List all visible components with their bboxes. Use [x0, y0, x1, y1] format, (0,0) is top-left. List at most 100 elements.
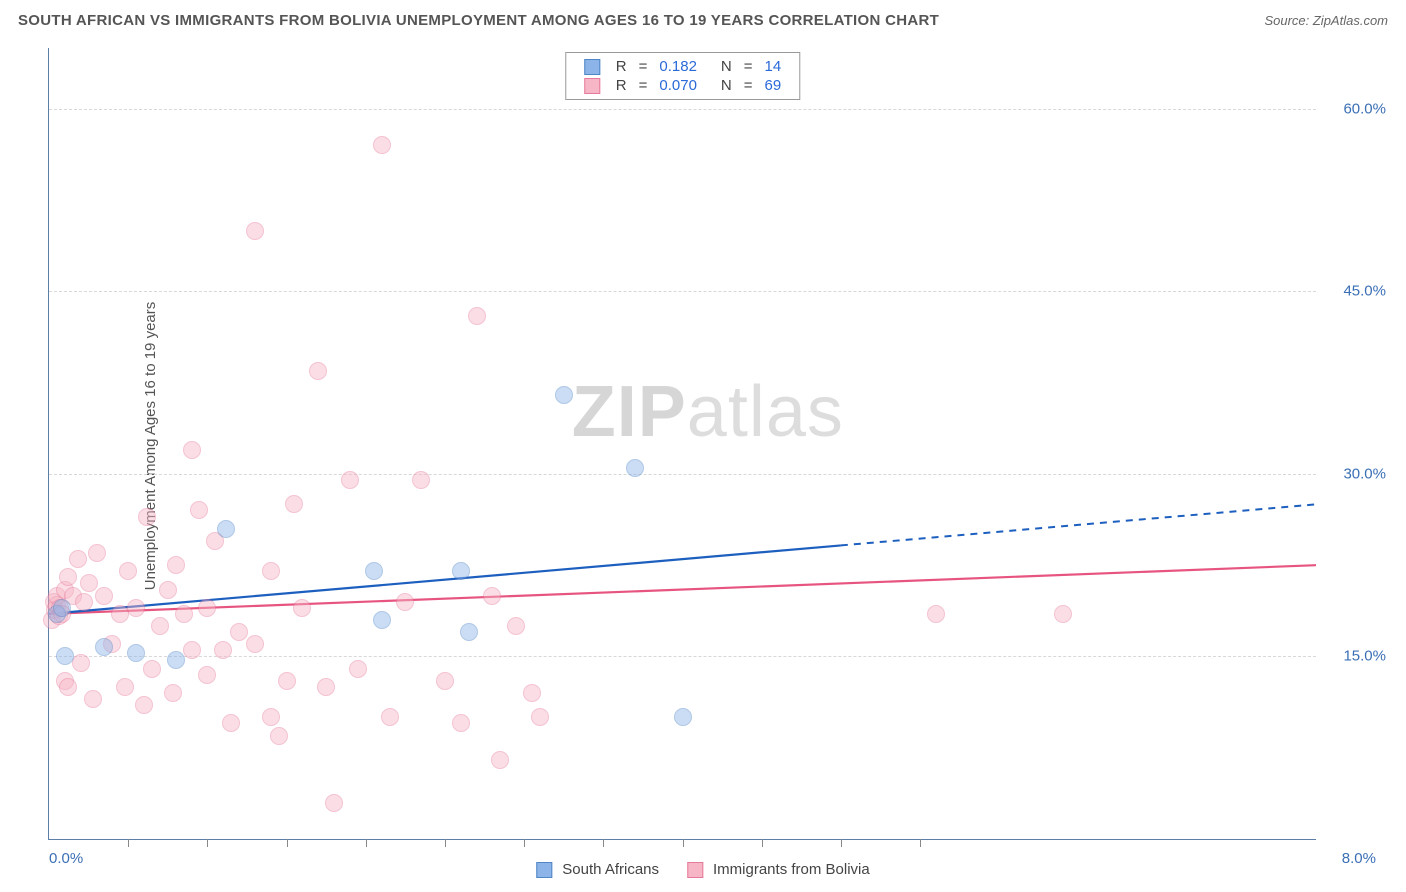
- legend-item-a: South Africans: [536, 861, 659, 878]
- data-point-b: [436, 672, 454, 690]
- x-tick: [920, 839, 921, 847]
- data-point-b: [483, 587, 501, 605]
- data-point-b: [183, 441, 201, 459]
- data-point-a: [460, 623, 478, 641]
- swatch-series-a: [584, 59, 600, 75]
- x-tick: [603, 839, 604, 847]
- data-point-b: [507, 617, 525, 635]
- data-point-b: [412, 471, 430, 489]
- data-point-b: [309, 362, 327, 380]
- r-value-b: 0.070: [653, 76, 703, 95]
- legend-stats-box: R= 0.182 N= 14 R= 0.070 N= 69: [565, 52, 800, 100]
- data-point-b: [285, 495, 303, 513]
- data-point-b: [159, 581, 177, 599]
- data-point-b: [230, 623, 248, 641]
- data-point-b: [381, 708, 399, 726]
- trend-line-b: [49, 565, 1316, 614]
- x-tick: [445, 839, 446, 847]
- legend-item-b: Immigrants from Bolivia: [687, 861, 870, 878]
- swatch-series-a-bottom: [536, 862, 552, 878]
- n-value-a: 14: [759, 57, 788, 76]
- data-point-b: [119, 562, 137, 580]
- data-point-b: [198, 599, 216, 617]
- data-point-a: [373, 611, 391, 629]
- data-point-b: [80, 574, 98, 592]
- n-value-b: 69: [759, 76, 788, 95]
- data-point-a: [217, 520, 235, 538]
- data-point-b: [468, 307, 486, 325]
- data-point-a: [53, 599, 71, 617]
- data-point-b: [151, 617, 169, 635]
- watermark: ZIPatlas: [572, 371, 844, 453]
- gridline: [49, 656, 1316, 657]
- data-point-b: [214, 641, 232, 659]
- data-point-b: [59, 568, 77, 586]
- data-point-a: [555, 386, 573, 404]
- data-point-b: [246, 635, 264, 653]
- gridline: [49, 291, 1316, 292]
- data-point-b: [341, 471, 359, 489]
- x-tick: [841, 839, 842, 847]
- data-point-b: [88, 544, 106, 562]
- y-tick-label: 30.0%: [1343, 465, 1386, 482]
- data-point-a: [127, 644, 145, 662]
- data-point-b: [317, 678, 335, 696]
- x-tick: [128, 839, 129, 847]
- data-point-a: [167, 651, 185, 669]
- data-point-b: [927, 605, 945, 623]
- data-point-b: [127, 599, 145, 617]
- data-point-b: [262, 562, 280, 580]
- x-tick: [287, 839, 288, 847]
- r-value-a: 0.182: [653, 57, 703, 76]
- y-tick-label: 45.0%: [1343, 283, 1386, 300]
- swatch-series-b-bottom: [687, 862, 703, 878]
- data-point-b: [222, 714, 240, 732]
- data-point-b: [135, 696, 153, 714]
- swatch-series-b: [584, 78, 600, 94]
- data-point-b: [95, 587, 113, 605]
- y-tick-label: 60.0%: [1343, 100, 1386, 117]
- gridline: [49, 474, 1316, 475]
- data-point-b: [531, 708, 549, 726]
- legend-label-b: Immigrants from Bolivia: [713, 861, 870, 878]
- chart-plot-area: ZIPatlas R= 0.182 N= 14 R= 0.070 N= 69 0…: [48, 48, 1316, 840]
- bottom-legend: South Africans Immigrants from Bolivia: [536, 861, 869, 878]
- gridline: [49, 109, 1316, 110]
- data-point-b: [1054, 605, 1072, 623]
- data-point-b: [246, 222, 264, 240]
- data-point-b: [198, 666, 216, 684]
- data-point-b: [116, 678, 134, 696]
- data-point-b: [72, 654, 90, 672]
- x-tick: [207, 839, 208, 847]
- data-point-b: [262, 708, 280, 726]
- source-label: Source: ZipAtlas.com: [1264, 13, 1388, 28]
- x-tick: [683, 839, 684, 847]
- data-point-b: [138, 508, 156, 526]
- data-point-b: [143, 660, 161, 678]
- data-point-b: [75, 593, 93, 611]
- x-axis-max-label: 8.0%: [1342, 850, 1376, 867]
- data-point-a: [626, 459, 644, 477]
- data-point-b: [84, 690, 102, 708]
- data-point-b: [349, 660, 367, 678]
- data-point-b: [59, 678, 77, 696]
- data-point-b: [491, 751, 509, 769]
- data-point-a: [674, 708, 692, 726]
- data-point-b: [293, 599, 311, 617]
- legend-stats-row-a: R= 0.182 N= 14: [578, 57, 787, 76]
- data-point-a: [56, 647, 74, 665]
- data-point-a: [452, 562, 470, 580]
- data-point-b: [396, 593, 414, 611]
- data-point-b: [69, 550, 87, 568]
- chart-title: SOUTH AFRICAN VS IMMIGRANTS FROM BOLIVIA…: [18, 12, 939, 29]
- data-point-b: [167, 556, 185, 574]
- data-point-b: [325, 794, 343, 812]
- data-point-a: [365, 562, 383, 580]
- x-tick: [762, 839, 763, 847]
- legend-stats-row-b: R= 0.070 N= 69: [578, 76, 787, 95]
- data-point-a: [95, 638, 113, 656]
- data-point-b: [164, 684, 182, 702]
- trend-line-a-extrapolated: [841, 504, 1316, 545]
- data-point-b: [190, 501, 208, 519]
- x-axis-min-label: 0.0%: [49, 850, 83, 867]
